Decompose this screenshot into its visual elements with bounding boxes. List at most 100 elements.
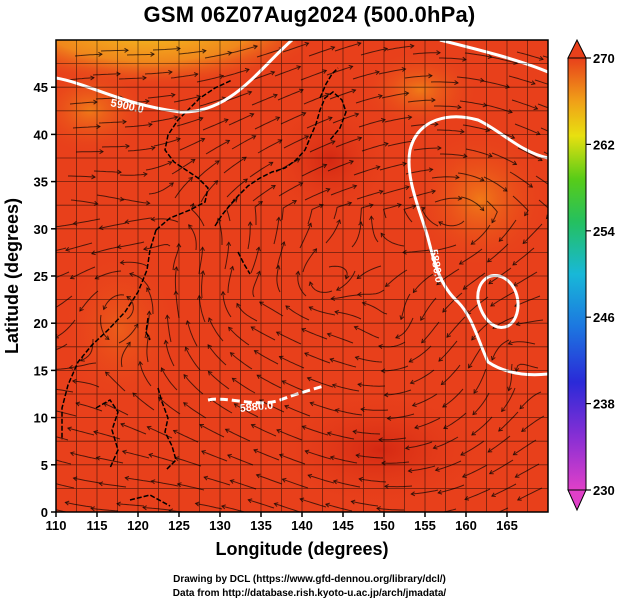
streamline-arrowhead — [384, 282, 390, 288]
streamline — [325, 219, 341, 244]
streamline-arrowhead — [199, 246, 205, 252]
streamline-arrowhead — [143, 171, 148, 177]
streamline-arrowhead — [281, 477, 287, 483]
y-tick-label: 25 — [34, 269, 48, 284]
streamline — [361, 143, 389, 152]
streamline — [228, 113, 254, 126]
streamline — [473, 368, 487, 394]
streamline-arrowhead — [99, 149, 104, 155]
streamline-arrowhead — [378, 94, 383, 99]
streamline — [309, 281, 333, 293]
streamline — [100, 314, 110, 340]
streamline-arrowhead — [227, 453, 232, 459]
streamline — [100, 49, 128, 52]
streamline — [70, 199, 98, 205]
streamline — [145, 161, 172, 171]
streamline — [120, 342, 131, 368]
streamline-arrowhead — [247, 498, 253, 504]
streamline — [69, 362, 97, 369]
streamline — [306, 117, 333, 129]
streamline-arrowhead — [559, 110, 563, 114]
streamline-arrowhead — [330, 140, 336, 145]
streamline-arrowhead — [490, 302, 495, 307]
streamline-arrowhead — [428, 167, 434, 173]
streamline — [200, 180, 218, 203]
streamline — [384, 485, 413, 488]
streamline — [384, 116, 412, 123]
streamline-arrowhead — [124, 219, 130, 225]
colorbar-ramp — [567, 57, 587, 491]
streamline-arrowhead — [42, 350, 46, 354]
streamline-arrowhead — [357, 136, 363, 142]
streamline-arrowhead — [352, 184, 358, 190]
streamline-arrowhead — [249, 112, 255, 118]
streamline — [178, 50, 206, 55]
streamline-arrowhead — [148, 122, 153, 128]
streamline — [516, 51, 544, 60]
streamline-arrowhead — [184, 346, 190, 352]
streamline — [73, 218, 101, 225]
streamline — [93, 170, 122, 173]
streamline-arrowhead — [253, 448, 258, 454]
streamline-arrowhead — [564, 161, 568, 165]
streamline-arrowhead — [394, 334, 400, 339]
streamline-arrowhead — [507, 386, 512, 392]
streamline — [224, 242, 230, 270]
streamline-arrowhead — [276, 428, 281, 434]
streamline-arrowhead — [327, 116, 333, 121]
streamline-arrowhead — [72, 476, 78, 482]
streamline — [143, 243, 171, 250]
streamline — [513, 439, 537, 456]
streamline — [407, 99, 435, 103]
x-tick-label: 160 — [455, 518, 477, 533]
x-tick-label: 155 — [414, 518, 436, 533]
streamline-arrowhead — [225, 139, 231, 145]
streamline — [125, 217, 153, 223]
streamline-arrowhead — [455, 174, 460, 180]
streamline-arrowhead — [491, 218, 496, 224]
streamline-arrowhead — [64, 500, 70, 506]
streamline-arrowhead — [479, 206, 485, 212]
streamline — [120, 423, 147, 435]
coastlines — [61, 67, 347, 507]
streamline — [491, 339, 510, 361]
streamline-arrowhead — [356, 291, 362, 297]
streamline-arrowhead — [298, 88, 304, 94]
streamline-arrowhead — [124, 47, 129, 53]
streamline — [460, 196, 485, 211]
streamline-arrowhead — [403, 514, 406, 518]
streamline — [508, 341, 536, 345]
streamline-arrowhead — [309, 401, 315, 407]
streamline — [433, 436, 459, 449]
streamline-arrowhead — [126, 341, 131, 347]
streamline — [276, 331, 302, 345]
streamline-arrowhead — [304, 41, 310, 47]
streamline — [459, 248, 483, 265]
map-title: GSM 06Z07Aug2024 (500.0hPa) — [143, 2, 476, 27]
streamline — [332, 113, 359, 124]
streamline-arrowhead — [253, 350, 259, 355]
streamline-arrowhead — [434, 121, 439, 127]
streamline-arrowhead — [200, 137, 206, 143]
streamline — [254, 350, 279, 365]
streamline — [232, 377, 256, 394]
x-axis: 110 115 120 125 130 135 140 145 150 155 160 165 — [46, 512, 518, 533]
streamline — [353, 166, 380, 176]
data-credit: Data from http://database.rish.kyoto-u.a… — [172, 588, 447, 599]
streamline-arrowhead — [193, 72, 199, 78]
streamline — [158, 397, 181, 415]
streamline — [327, 333, 354, 344]
streamline-arrowhead — [380, 117, 386, 123]
streamline — [56, 223, 75, 228]
streamline-arrowhead — [307, 473, 313, 479]
streamline — [70, 266, 96, 279]
streamline — [175, 291, 180, 319]
streamline-arrowhead — [295, 270, 301, 276]
streamline-arrowhead — [142, 505, 147, 511]
streamline — [276, 265, 281, 293]
streamline-arrowhead — [471, 431, 476, 436]
streamline — [359, 204, 374, 224]
streamline-arrowhead — [173, 290, 179, 296]
streamline — [304, 188, 330, 201]
